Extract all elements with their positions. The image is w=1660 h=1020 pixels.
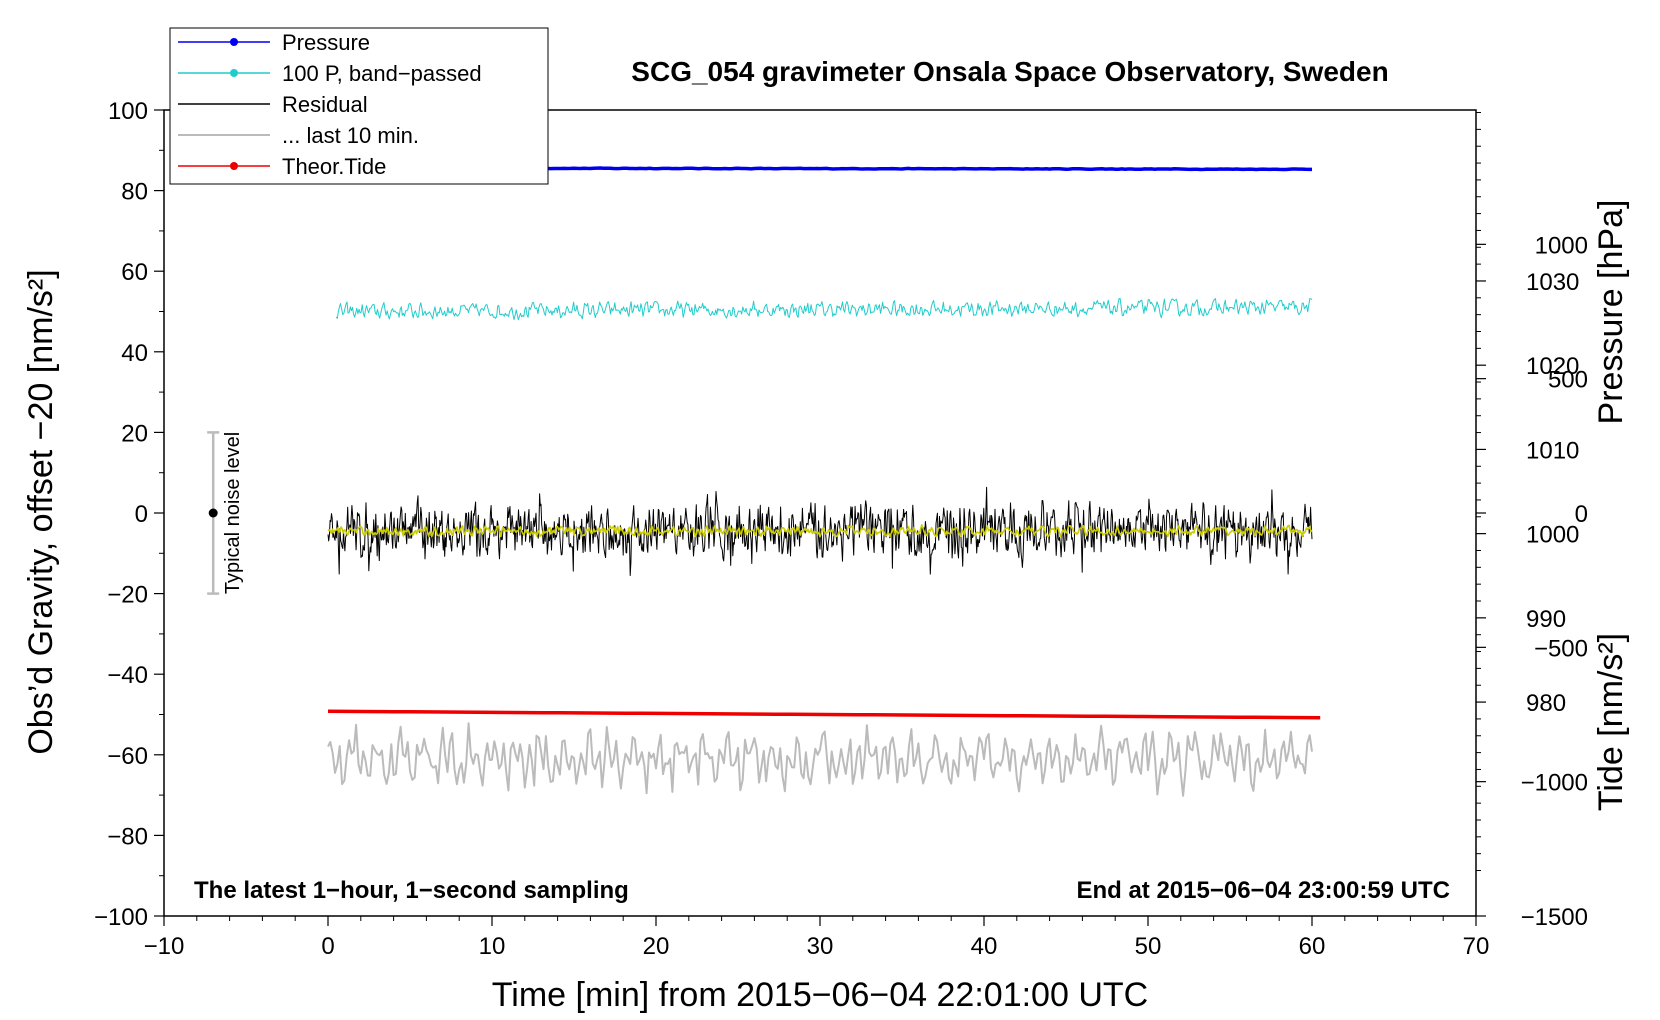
y-tick-label: 40	[121, 340, 148, 367]
y-axis-label-tide: Tide [nm/s²]	[1592, 633, 1630, 811]
y-tick-label: −100	[94, 904, 148, 931]
legend-marker	[230, 38, 238, 46]
y-tick-label: 0	[135, 501, 148, 528]
x-tick-label: 0	[321, 933, 334, 960]
legend-label: Theor.Tide	[282, 154, 386, 179]
series-line-5	[327, 709, 1321, 720]
pressure-tick-label: 1010	[1526, 437, 1579, 464]
tide-tick-label: 500	[1548, 367, 1588, 394]
ticks-layer: −10 0 10 20 30 40 50 60 70−100−80−60−40−20020406…	[94, 98, 1588, 960]
noise-center-dot	[208, 508, 218, 518]
legend-label: ... last 10 min.	[282, 123, 419, 148]
legend-label: Residual	[282, 92, 368, 117]
legend-label: 100 P, band−passed	[282, 61, 482, 86]
y-tick-label: −40	[107, 662, 148, 689]
x-tick-label: 60	[1299, 933, 1326, 960]
series-line-1	[335, 297, 1313, 321]
x-tick-label: 30	[807, 933, 834, 960]
y-axis-label-main: Obs’d Gravity, offset −20 [nm/s²]	[22, 269, 60, 754]
x-tick-label: 70	[1463, 933, 1490, 960]
noise-indicator: Typical noise level	[207, 431, 244, 595]
x-axis-label: Time [min] from 2015−06−04 22:01:00 UTC	[492, 976, 1148, 1014]
tide-tick-label: 1000	[1535, 232, 1588, 259]
tide-tick-label: 0	[1575, 501, 1588, 528]
pressure-tick-label: 1020	[1526, 353, 1579, 380]
pressure-tick-label: 980	[1526, 690, 1566, 717]
y-tick-label: 20	[121, 420, 148, 447]
x-tick-label: 40	[971, 933, 998, 960]
tide-tick-label: −1500	[1521, 904, 1588, 931]
pressure-tick-label: 990	[1526, 606, 1566, 633]
y-tick-label: 60	[121, 259, 148, 286]
y-tick-label: 80	[121, 179, 148, 206]
series-layer	[327, 165, 1321, 797]
x-tick-label: 20	[643, 933, 670, 960]
y-tick-label: −60	[107, 743, 148, 770]
y-axis-label-pressure: Pressure [hPa]	[1592, 200, 1630, 425]
legend-entries: Pressure 100 P, band−passed Residual ... la…	[178, 30, 482, 179]
pressure-tick-label: 1000	[1526, 522, 1579, 549]
x-tick-label: 10	[479, 933, 506, 960]
pressure-tick-label: 1030	[1526, 269, 1579, 296]
bottom-left-note: The latest 1−hour, 1−second sampling	[194, 877, 629, 904]
y-tick-label: 100	[108, 98, 148, 125]
legend-marker	[230, 162, 238, 170]
plot-frame	[163, 109, 1477, 917]
legend-label: Pressure	[282, 30, 370, 55]
tide-tick-label: −1000	[1521, 770, 1588, 797]
tide-tick-label: −500	[1534, 635, 1588, 662]
legend-box	[169, 27, 549, 185]
series-line-3	[327, 524, 1313, 538]
legend-marker	[230, 69, 238, 77]
y-tick-label: −80	[107, 823, 148, 850]
x-tick-label: −10	[144, 933, 185, 960]
series-line-2	[327, 486, 1313, 576]
legend: Pressure 100 P, band−passed Residual ... la…	[169, 27, 549, 185]
x-tick-label: 50	[1135, 933, 1162, 960]
series-line-4	[327, 722, 1313, 797]
bottom-right-note: End at 2015−06−04 23:00:59 UTC	[1076, 877, 1450, 904]
chart-title: SCG_054 gravimeter Onsala Space Observat…	[631, 56, 1388, 87]
y-tick-label: −20	[107, 582, 148, 609]
noise-label: Typical noise level	[222, 432, 244, 594]
